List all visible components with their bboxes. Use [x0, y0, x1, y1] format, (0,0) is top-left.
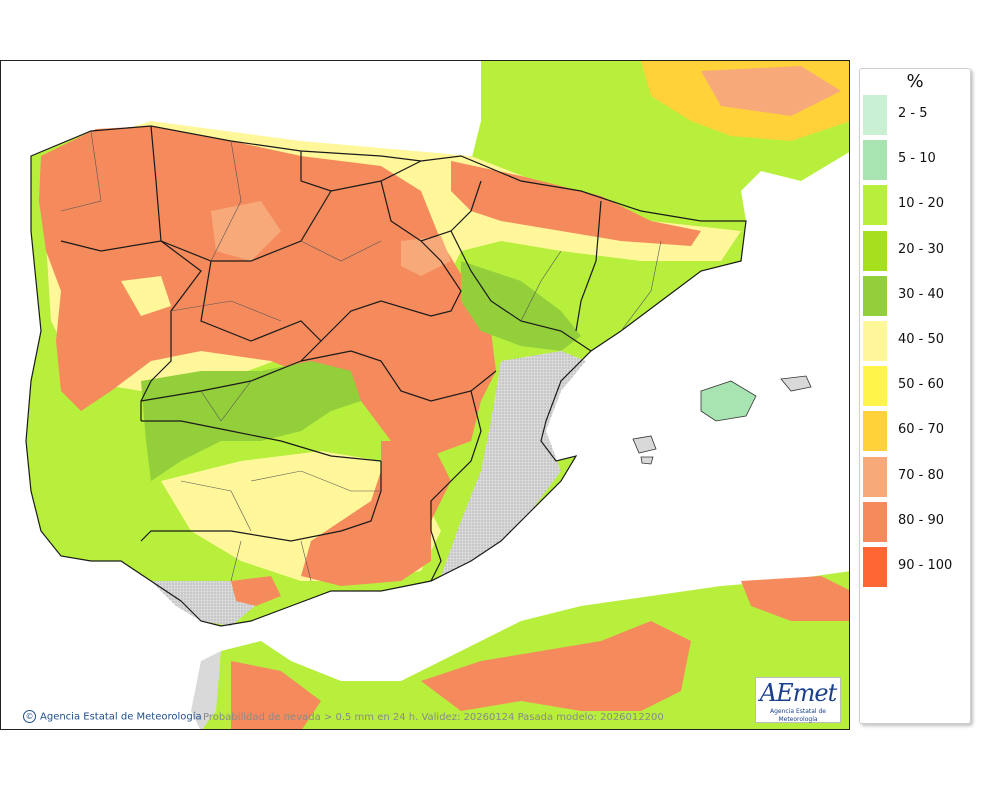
legend-label: 2 - 5 — [898, 106, 928, 121]
credit-text: Agencia Estatal de Meteorología — [40, 711, 202, 723]
map-panel: © Agencia Estatal de Meteorología Probabi… — [0, 60, 850, 730]
mallorca — [700, 380, 757, 422]
legend-label: 50 - 60 — [898, 377, 945, 393]
africa-high-prob-atlas — [421, 621, 691, 711]
legend-label: 80 - 90 — [898, 512, 945, 528]
legend-label: 5 - 10 — [898, 151, 936, 167]
legend-item: 40 - 50 — [863, 321, 969, 361]
legend-item: 90 - 100 — [863, 547, 969, 587]
legend-label: 40 - 50 — [898, 332, 945, 347]
legend: % 2 - 5 5 - 10 10 - 20 20 - 30 30 - 40 40 - 5… — [859, 68, 971, 724]
high-prob-northwest — [39, 126, 496, 456]
legend-item: 5 - 10 — [863, 140, 969, 181]
legend-item: 10 - 20 — [863, 185, 969, 226]
africa-high-prob-west — [231, 661, 321, 729]
legend-label: 60 - 70 — [898, 422, 945, 438]
southwest-no-snow — [151, 581, 261, 626]
legend-label: 10 - 20 — [898, 196, 945, 212]
high-prob-sierra-nevada — [231, 576, 281, 606]
africa-no-snow-west — [191, 651, 221, 729]
legend-item: 20 - 30 — [863, 230, 969, 271]
copyright-icon: © — [23, 710, 36, 723]
africa-high-prob-east — [741, 576, 849, 621]
legend-item: 2 - 5 — [863, 95, 969, 135]
menorca — [780, 375, 812, 392]
legend-label: 20 - 30 — [898, 241, 945, 257]
legend-item: 30 - 40 — [863, 275, 969, 316]
north-africa-landmass — [201, 571, 849, 729]
legend-item: 80 - 90 — [863, 501, 969, 542]
patch-40-50-west — [121, 276, 171, 316]
legend-unit: % — [906, 71, 924, 92]
logo-wordmark: AEmet — [759, 679, 837, 707]
legend-label: 90 - 100 — [898, 558, 953, 573]
legend-swatch — [863, 456, 887, 497]
france-peak-area — [701, 66, 841, 116]
formentera — [640, 456, 654, 465]
legend-swatch — [863, 501, 887, 542]
high-prob-pyrenees — [451, 161, 701, 246]
legend-swatch — [863, 185, 887, 226]
legend-item: 60 - 70 — [863, 411, 969, 452]
legend-swatch — [863, 321, 887, 361]
map-caption: Probabilidad de nevada > 0.5 mm en 24 h.… — [203, 712, 664, 723]
ibiza — [632, 435, 657, 454]
snow-probability-map — [1, 61, 849, 729]
legend-item: 50 - 60 — [863, 366, 969, 407]
patch-70-80-b — [401, 236, 451, 276]
legend-swatch — [863, 140, 887, 181]
central-green-area — [141, 361, 361, 481]
legend-label: 30 - 40 — [898, 286, 945, 302]
legend-label: 70 - 80 — [898, 467, 945, 483]
logo-subtitle: Agencia Estatal de Meteorología — [769, 708, 826, 723]
patch-70-80-a — [211, 201, 281, 261]
legend-swatch — [863, 95, 887, 135]
legend-swatch — [863, 547, 887, 587]
southeast-no-snow — [441, 351, 586, 576]
region-boundaries — [25, 125, 747, 627]
province-boundaries — [60, 130, 662, 582]
high-prob-southeast — [301, 441, 451, 586]
aemet-logo: AEmet Agencia Estatal de Meteorología — [755, 677, 841, 723]
legend-item: 70 - 80 — [863, 456, 969, 497]
legend-swatch — [863, 275, 887, 316]
copyright-credit: © Agencia Estatal de Meteorología — [23, 710, 202, 723]
legend-swatch — [863, 230, 887, 271]
legend-swatch — [863, 366, 887, 407]
legend-swatch — [863, 411, 887, 452]
